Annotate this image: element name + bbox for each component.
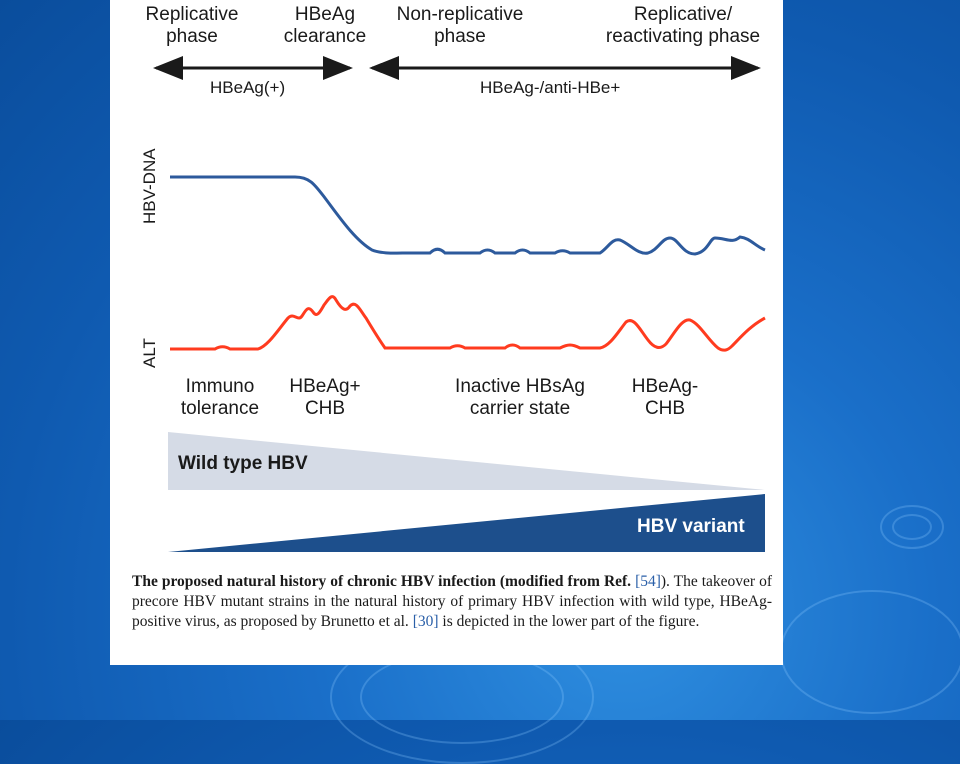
stage-hbeag-neg-chb-label: HBeAg- CHB	[631, 376, 699, 419]
diagram-graphics	[153, 56, 766, 552]
alt-axis-label: ALT	[140, 338, 159, 368]
phase-non-replicative-label: Non-replicative phase	[396, 4, 524, 47]
wild-type-label: Wild type HBV	[178, 453, 308, 474]
caption-tail: is depicted in the lower part of the fig…	[442, 613, 700, 630]
stage-immuno-tolerance-label: Immuno tolerance	[180, 376, 260, 419]
hbeag-positive-band-label: HBeAg(+)	[210, 78, 286, 97]
caption-ref-30-link[interactable]: [30]	[412, 613, 439, 630]
hbv-variant-label: HBV variant	[637, 516, 745, 537]
caption-ref-54-link[interactable]: [54]	[635, 573, 661, 590]
wild-type-wedge	[168, 432, 765, 490]
hbv-variant-wedge	[168, 494, 765, 552]
phase-hbeag-clearance-label: HBeAg clearance	[283, 4, 367, 47]
figure-panel: Replicative phase HBeAg clearance Non-re…	[110, 0, 783, 665]
figure-caption: The proposed natural history of chronic …	[132, 572, 772, 632]
alt-curve	[170, 295, 766, 352]
caption-bold-lead: The proposed natural history of chronic …	[132, 573, 632, 590]
phase-reactivating-label: Replicative/ reactivating phase	[605, 4, 761, 47]
phase-replicative-label: Replicative phase	[145, 4, 239, 47]
caption-body: ). The takeover of precore HBV mutant st…	[132, 573, 772, 630]
ripple-decoration	[892, 514, 932, 540]
ripple-decoration	[780, 590, 960, 714]
stage-hbeag-pos-chb-label: HBeAg+ CHB	[289, 376, 361, 419]
hbv-dna-curve	[170, 175, 766, 256]
hbeag-negative-band-label: HBeAg-/anti-HBe+	[480, 78, 621, 97]
hbv-dna-axis-label: HBV-DNA	[140, 148, 159, 224]
stage-inactive-carrier-label: Inactive HBsAg carrier state	[455, 376, 585, 419]
ripple-decoration	[880, 505, 944, 549]
